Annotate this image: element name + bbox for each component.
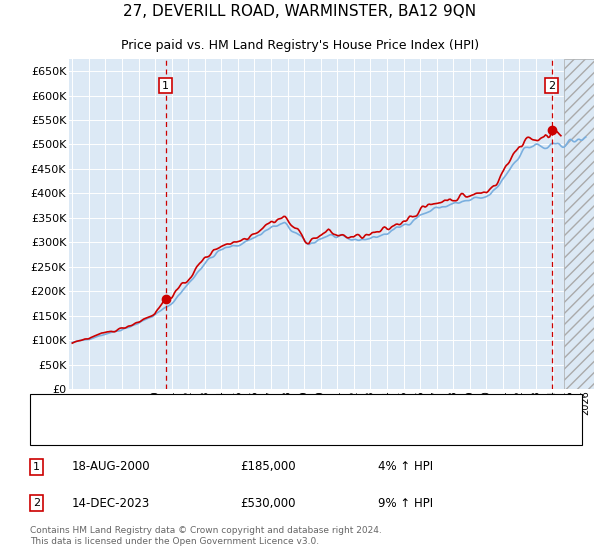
Text: 2: 2 [548,81,556,91]
Text: Price paid vs. HM Land Registry's House Price Index (HPI): Price paid vs. HM Land Registry's House … [121,39,479,53]
Text: 27, DEVERILL ROAD, WARMINSTER, BA12 9QN: 27, DEVERILL ROAD, WARMINSTER, BA12 9QN [124,4,476,19]
Text: HPI: Average price, detached house, Wiltshire: HPI: Average price, detached house, Wilt… [80,429,329,439]
Text: 1: 1 [162,81,169,91]
Bar [564,59,594,389]
Text: 14-DEC-2023: 14-DEC-2023 [71,497,149,510]
Text: 1: 1 [33,462,40,472]
Text: 18-AUG-2000: 18-AUG-2000 [71,460,150,473]
Text: Contains HM Land Registry data © Crown copyright and database right 2024.
This d: Contains HM Land Registry data © Crown c… [30,526,382,546]
Text: £530,000: £530,000 [240,497,295,510]
Text: 4% ↑ HPI: 4% ↑ HPI [378,460,433,473]
Text: 2: 2 [33,498,40,508]
Text: 27, DEVERILL ROAD, WARMINSTER, BA12 9QN (detached house): 27, DEVERILL ROAD, WARMINSTER, BA12 9QN … [80,403,433,413]
Text: £185,000: £185,000 [240,460,295,473]
Text: 9% ↑ HPI: 9% ↑ HPI [378,497,433,510]
FancyBboxPatch shape [30,394,582,445]
Bar [564,59,594,389]
